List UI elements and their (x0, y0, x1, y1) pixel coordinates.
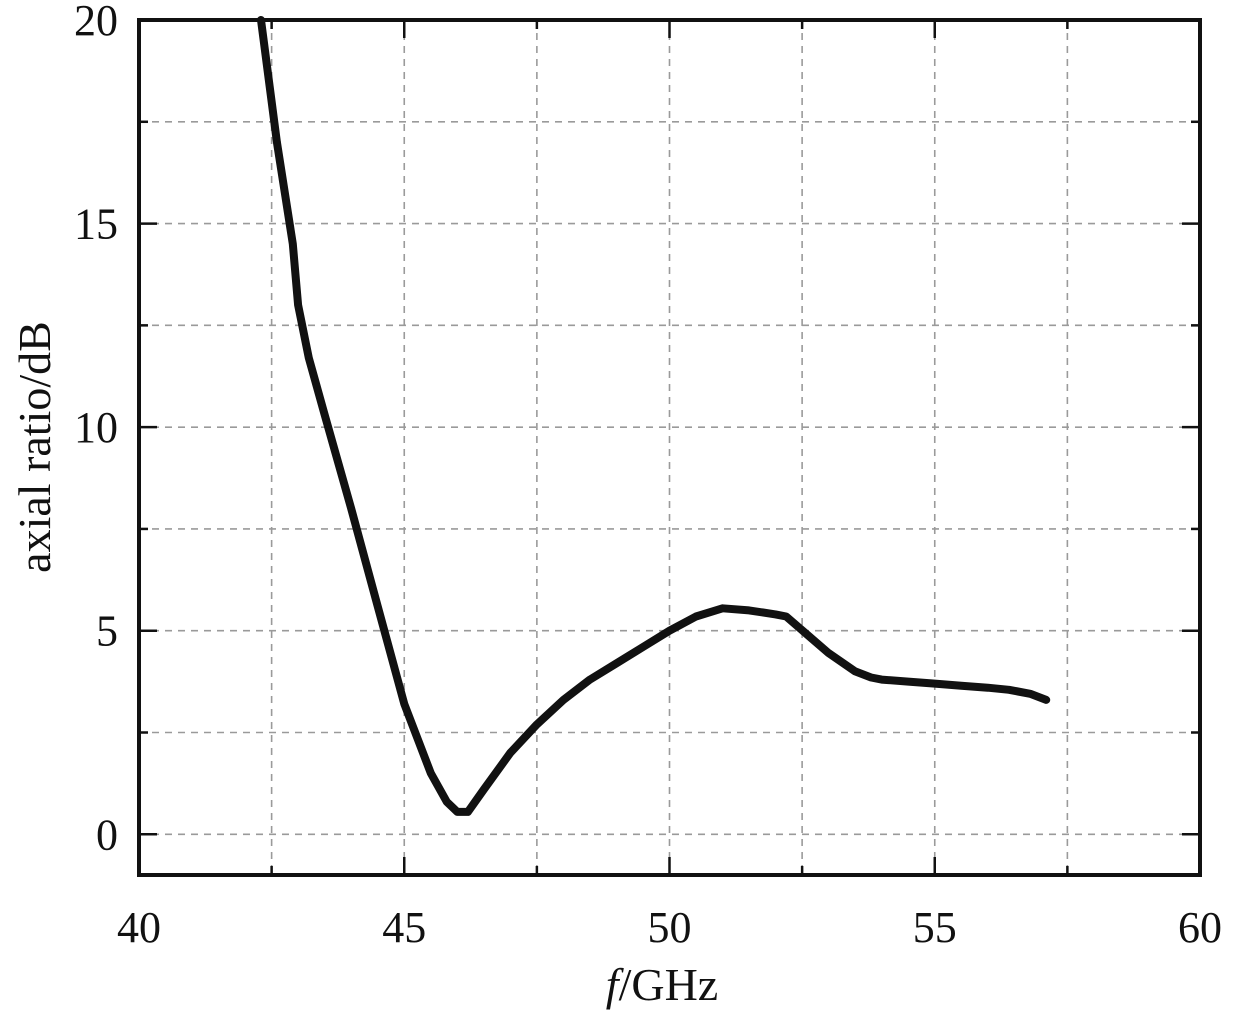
x-axis-title: f/GHz (606, 959, 718, 1010)
y-tick-label: 5 (96, 607, 118, 656)
y-tick-label: 15 (74, 200, 118, 249)
x-tick-label: 50 (648, 903, 692, 952)
y-tick-label: 10 (74, 403, 118, 452)
tick-labels: 40 45 50 55 60 0 5 10 15 20 (74, 0, 1222, 952)
y-tick-label: 0 (96, 810, 118, 859)
x-tick-label: 45 (382, 903, 426, 952)
y-axis-title: axial ratio/dB (9, 321, 60, 573)
y-tick-label: 20 (74, 0, 118, 45)
ticks (139, 20, 1200, 875)
series-layer (257, 16, 1051, 816)
x-tick-label: 40 (117, 903, 161, 952)
x-axis-title-unit: /GHz (619, 959, 719, 1010)
x-tick-label: 60 (1178, 903, 1222, 952)
series-line (257, 16, 1051, 816)
grid (139, 20, 1200, 875)
x-tick-label: 55 (913, 903, 957, 952)
plot-frame (137, 18, 1202, 877)
